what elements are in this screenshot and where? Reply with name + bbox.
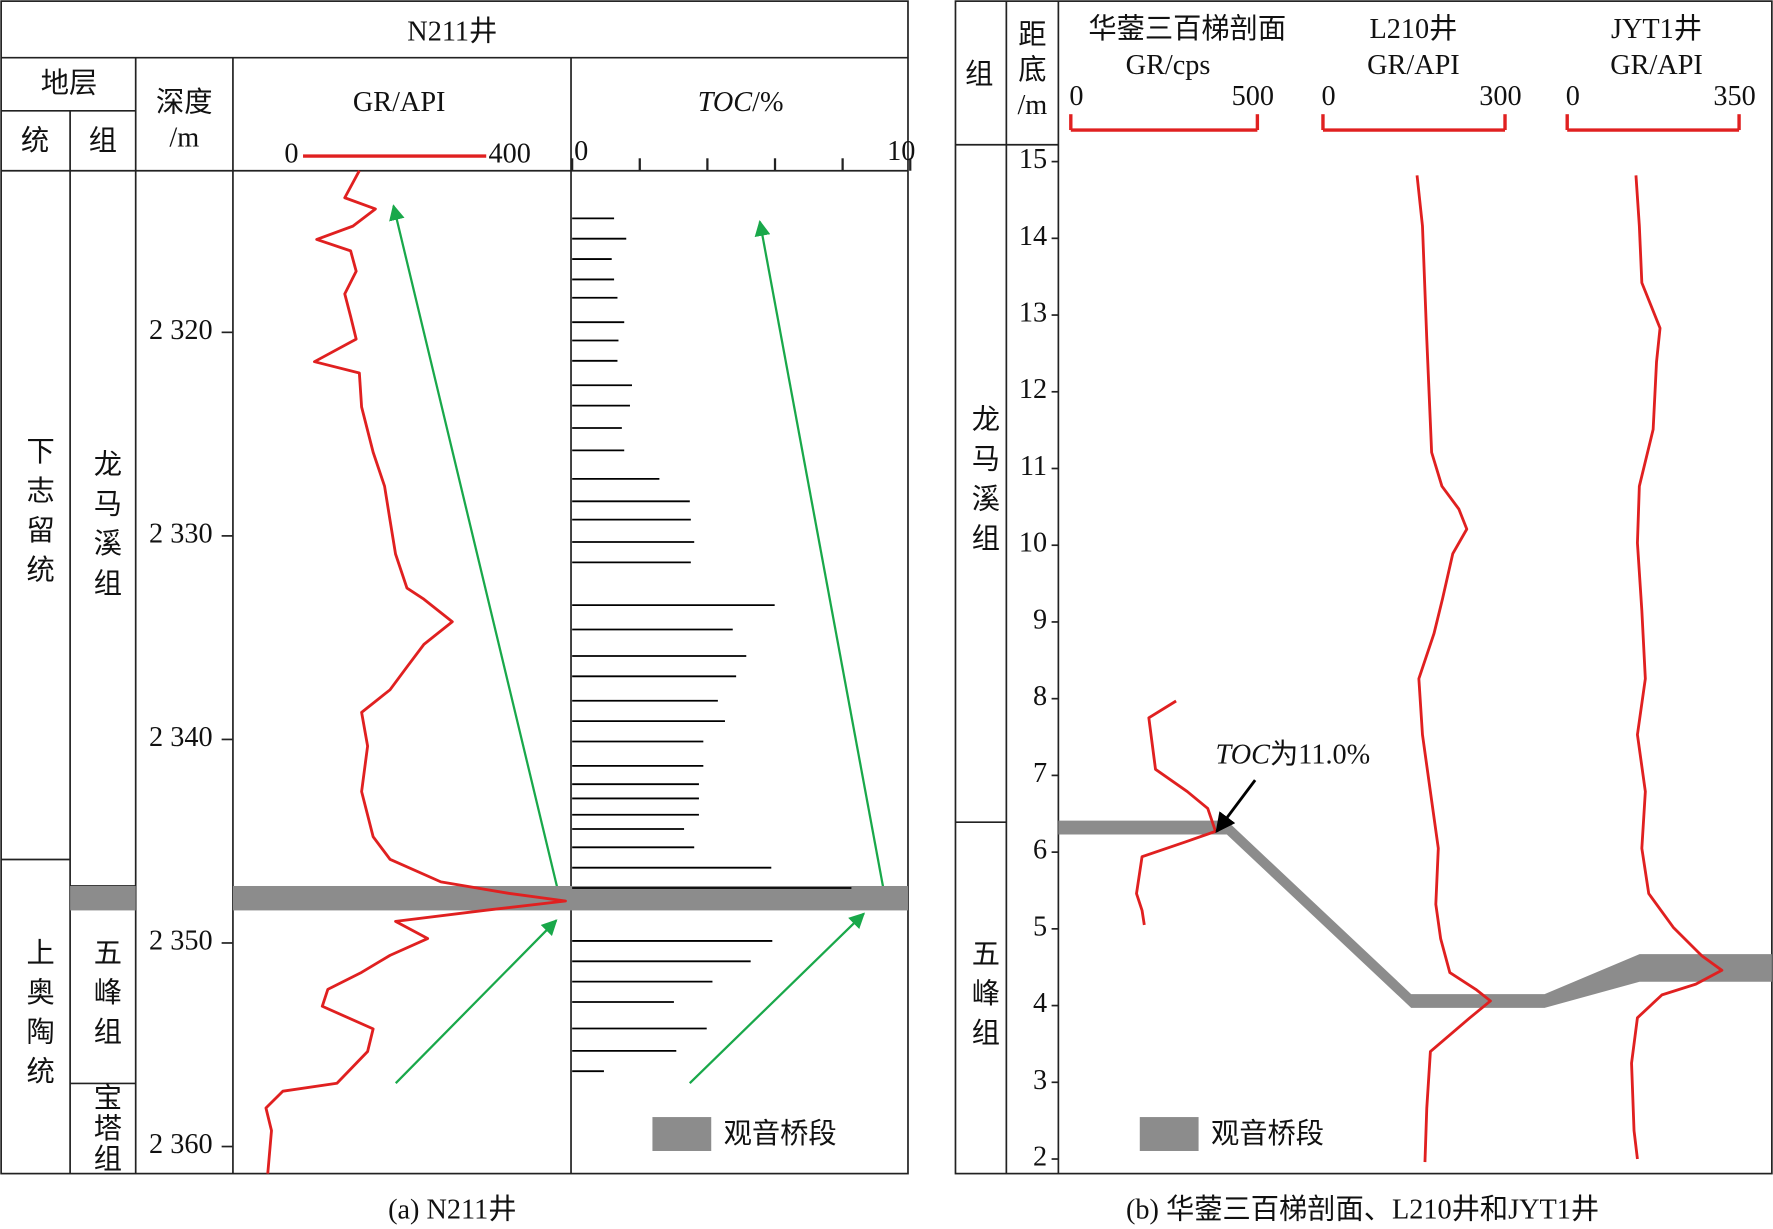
y-tick-label: 10 [1019, 528, 1047, 559]
x-tick-label: 10 [887, 136, 915, 167]
track-title: JYT1井 [1611, 13, 1702, 45]
legend-swatch [1139, 1117, 1199, 1151]
stratum-name: 五峰组 [89, 938, 120, 1057]
x-tick-label: 300 [1479, 81, 1521, 112]
header: 地层 [41, 67, 98, 99]
x-label-part: /% [752, 88, 783, 119]
x-label-part: GR/API [1610, 50, 1703, 81]
stratum-name: 龙马溪组 [967, 404, 999, 562]
x-label-part: GR/cps [1126, 50, 1211, 81]
y-tick-label: 2 360 [149, 1129, 213, 1160]
stratum-name: 五峰组 [967, 939, 998, 1058]
x-label: GR/cps [1126, 50, 1211, 81]
x-tick-label: 0 [1069, 81, 1083, 112]
caption: (a) N211井 [388, 1194, 516, 1226]
y-tick-label: 2 330 [149, 518, 213, 549]
y-tick-label: 15 [1019, 144, 1047, 175]
y-tick-label: 2 350 [149, 925, 213, 956]
y-tick-label: 11 [1020, 451, 1047, 482]
legend-label: 观音桥段 [724, 1118, 837, 1150]
y-tick-label: 8 [1033, 681, 1047, 712]
caption: (b) 华蓥三百梯剖面、L210井和JYT1井 [1126, 1194, 1599, 1226]
header: 组 [89, 125, 117, 157]
y-tick-label: 3 [1033, 1065, 1047, 1096]
annotation: TOC为11.0% [1216, 739, 1371, 771]
trend-arrow [394, 919, 558, 1084]
y-tick-label: 14 [1019, 221, 1047, 252]
x-label: GR/API [1367, 50, 1460, 81]
gr-curve [1135, 699, 1217, 926]
y-label: /m [1017, 90, 1047, 121]
header: 组 [965, 58, 993, 90]
x-label: TOC/% [698, 88, 784, 119]
gr-curve [1630, 175, 1724, 1160]
x-tick-label: 0 [1566, 81, 1580, 112]
legend-label: 观音桥段 [1211, 1118, 1324, 1150]
track-title: 华蓥三百梯剖面 [1088, 13, 1286, 45]
y-tick-label: 7 [1033, 758, 1047, 789]
annotation-arrow [1215, 779, 1257, 833]
legend-swatch [652, 1117, 712, 1151]
gr-curve [1415, 175, 1492, 1163]
y-tick-label: 2 [1033, 1142, 1047, 1173]
track-title: L210井 [1369, 13, 1457, 45]
trend-arrow [754, 220, 886, 894]
gr-curve [264, 170, 567, 1174]
y-tick-label: 9 [1033, 604, 1047, 635]
x-tick-label: 0 [574, 136, 588, 167]
panel-frame [954, 0, 1773, 1175]
trend-arrow [688, 912, 866, 1084]
y-tick-label: 5 [1033, 911, 1047, 942]
y-tick-label: 12 [1019, 374, 1047, 405]
y-tick-label: 4 [1033, 988, 1047, 1019]
y-label: 深度 [156, 87, 213, 119]
x-tick-label: 500 [1232, 81, 1274, 112]
y-label: 底 [1018, 54, 1046, 86]
marker-bed [70, 885, 136, 911]
x-tick-label: 400 [488, 139, 530, 170]
trend-arrow [389, 204, 560, 894]
x-tick-label: 350 [1713, 81, 1755, 112]
y-label: 距 [1018, 20, 1046, 51]
table-lines [1, 56, 908, 1174]
panel-frame [0, 0, 909, 1175]
x-label: GR/API [1610, 50, 1703, 81]
x-tick-label: 0 [284, 139, 298, 170]
y-tick-label: 6 [1033, 835, 1047, 866]
annotation-part: TOC [1216, 740, 1272, 771]
y-tick-label: 2 340 [149, 722, 213, 753]
header: 统 [21, 125, 49, 157]
table-lines [955, 1, 1060, 1174]
stratum-name: 龙马溪组 [89, 449, 121, 607]
x-label: GR/API [353, 88, 446, 119]
y-tick-label: 13 [1019, 298, 1047, 329]
x-label-part: GR/API [1367, 50, 1460, 81]
well-title: N211井 [407, 15, 497, 47]
marker-bed [232, 885, 908, 911]
stratum-name: 宝塔组 [89, 1083, 120, 1175]
x-label-part: TOC [698, 88, 754, 119]
x-tick-label: 0 [1322, 81, 1336, 112]
annotation-part: 为11.0% [1270, 739, 1370, 771]
x-label-part: GR/API [353, 88, 446, 119]
stratum-name: 上奥陶统 [22, 937, 54, 1095]
y-tick-label: 2 320 [149, 315, 213, 346]
y-label: /m [169, 123, 199, 154]
stratum-name: 下志留统 [22, 436, 54, 594]
